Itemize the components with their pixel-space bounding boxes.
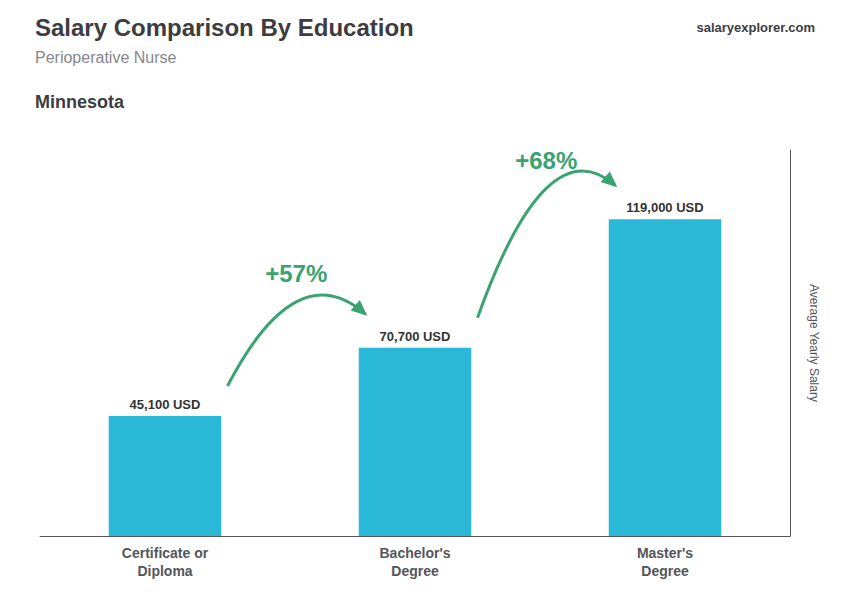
svg-text:45,100 USD: 45,100 USD bbox=[130, 397, 201, 412]
svg-text:Certificate or: Certificate or bbox=[122, 545, 209, 561]
svg-text:Master's: Master's bbox=[637, 545, 693, 561]
svg-text:70,700 USD: 70,700 USD bbox=[380, 329, 451, 344]
svg-text:119,000 USD: 119,000 USD bbox=[626, 200, 703, 215]
svg-text:Perioperative Nurse: Perioperative Nurse bbox=[35, 49, 177, 66]
svg-text:Average Yearly Salary: Average Yearly Salary bbox=[807, 284, 821, 402]
svg-text:+68%: +68% bbox=[515, 147, 577, 174]
svg-text:Degree: Degree bbox=[391, 563, 439, 579]
svg-text:Minnesota: Minnesota bbox=[35, 92, 125, 112]
svg-text:+57%: +57% bbox=[265, 260, 327, 287]
svg-text:Salary Comparison By Education: Salary Comparison By Education bbox=[35, 14, 414, 41]
svg-text:Degree: Degree bbox=[641, 563, 689, 579]
svg-text:salaryexplorer.com: salaryexplorer.com bbox=[696, 20, 815, 35]
svg-text:Bachelor's: Bachelor's bbox=[379, 545, 450, 561]
svg-text:Diploma: Diploma bbox=[137, 563, 192, 579]
